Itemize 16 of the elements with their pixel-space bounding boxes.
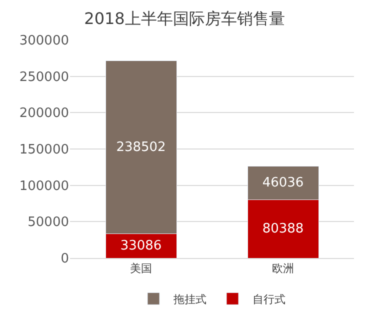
x-tick-label: 欧洲 xyxy=(272,262,294,276)
data-label: 46036 xyxy=(262,175,304,190)
y-tick-label: 300000 xyxy=(19,34,69,49)
y-tick-label: 250000 xyxy=(19,70,69,85)
chart-title: 2018上半年国际房车销售量 xyxy=(84,9,285,28)
x-tick-label: 美国 xyxy=(130,262,152,276)
legend-label: 拖挂式 xyxy=(172,292,206,306)
data-label: 80388 xyxy=(262,221,304,236)
y-tick-label: 150000 xyxy=(19,142,69,158)
data-label: 238502 xyxy=(116,140,166,155)
y-tick-label: 100000 xyxy=(19,178,69,194)
y-tick-label: 0 xyxy=(60,252,69,267)
legend-label: 自行式 xyxy=(252,292,286,306)
y-tick-label: 50000 xyxy=(28,215,69,230)
y-tick-label: 200000 xyxy=(19,106,69,122)
data-label: 33086 xyxy=(120,238,162,254)
